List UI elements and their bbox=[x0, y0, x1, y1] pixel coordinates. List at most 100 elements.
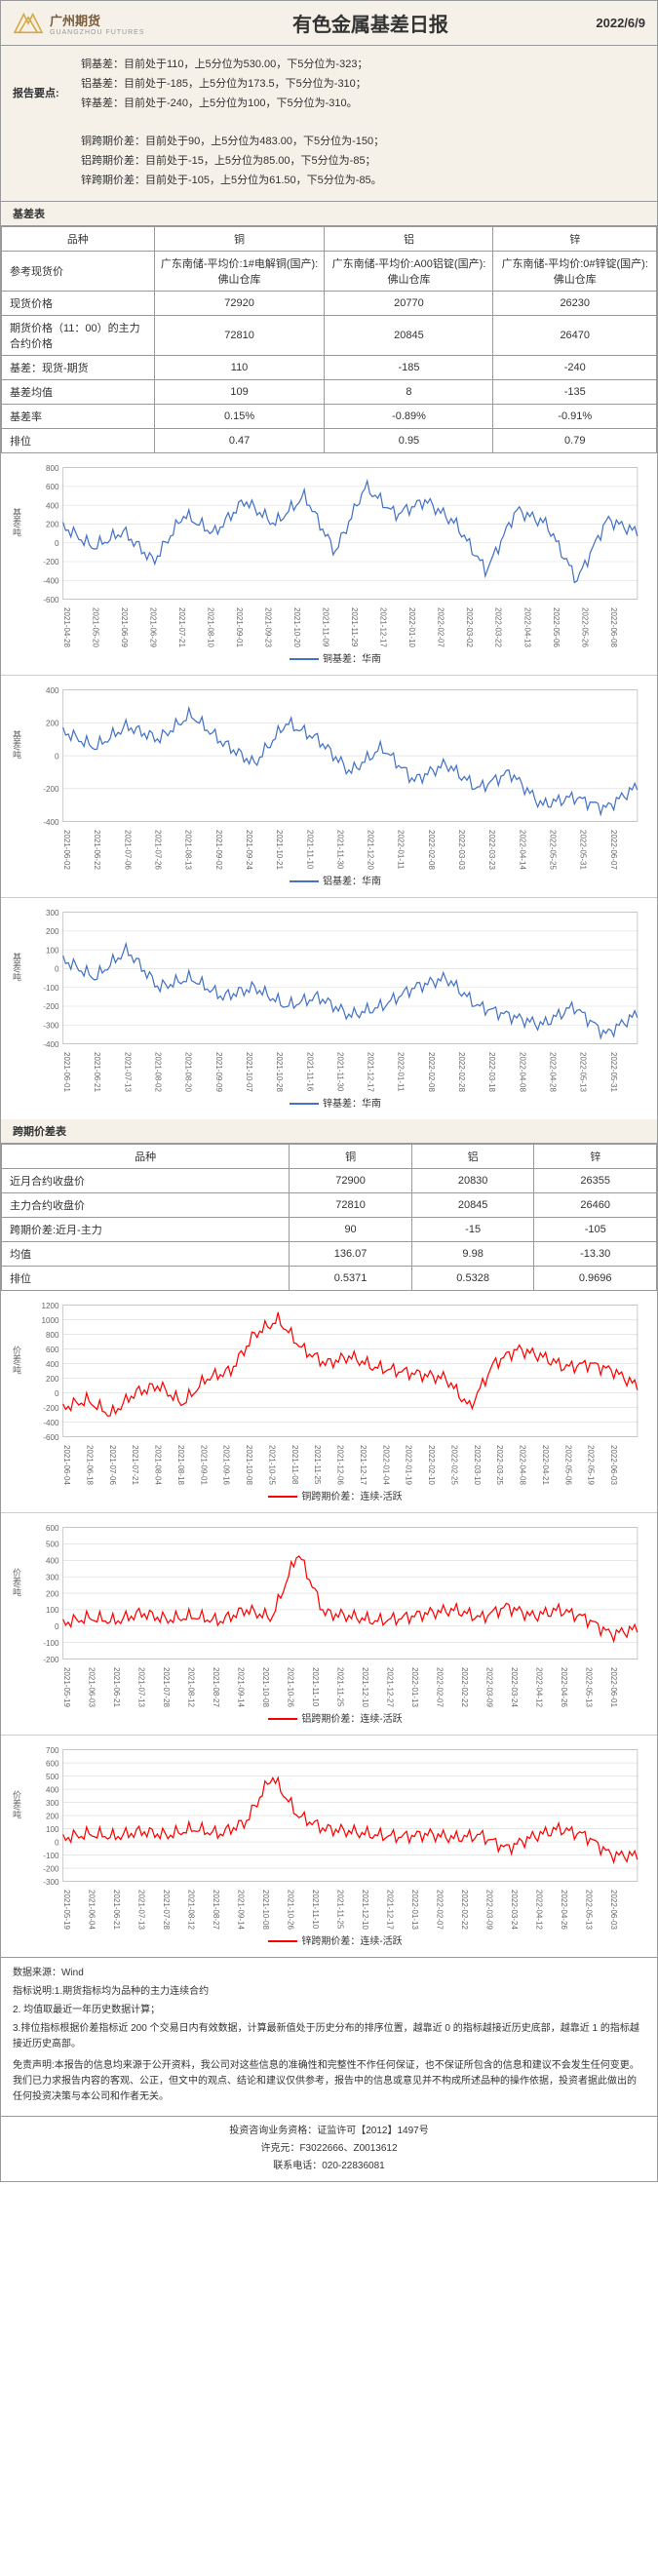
line-chart: -200-1000100200300400500600 bbox=[23, 1519, 647, 1665]
svg-text:500: 500 bbox=[46, 1771, 59, 1780]
svg-text:100: 100 bbox=[46, 1823, 59, 1833]
table-cell: 0.5328 bbox=[411, 1266, 534, 1290]
chart-legend: 铝跨期价差：连续-活跃 bbox=[23, 1708, 647, 1729]
table-cell: 20770 bbox=[325, 291, 493, 315]
x-tick-label: 2021-06-01 bbox=[62, 1052, 71, 1093]
svg-text:400: 400 bbox=[46, 1784, 59, 1794]
x-tick-label: 2021-05-19 bbox=[62, 1890, 71, 1931]
legend-swatch bbox=[268, 1940, 297, 1942]
kp-line: 铜基差：目前处于110，上5分位为530.00，下5分位为-323； bbox=[81, 56, 645, 75]
x-tick-label: 2022-02-22 bbox=[460, 1667, 469, 1708]
svg-text:200: 200 bbox=[46, 925, 59, 935]
x-tick-label: 2021-06-03 bbox=[88, 1667, 97, 1708]
x-axis-labels: 2021-04-282021-05-202021-06-092021-06-29… bbox=[23, 605, 647, 648]
x-tick-label: 2021-09-16 bbox=[222, 1445, 231, 1486]
keypoints-section: 报告要点: 铜基差：目前处于110，上5分位为530.00，下5分位为-323；… bbox=[1, 46, 657, 202]
x-tick-label: 2022-05-31 bbox=[609, 1052, 618, 1093]
legend-swatch bbox=[268, 1718, 297, 1720]
basis-table-label: 基差表 bbox=[1, 202, 657, 226]
table-header: 品种 bbox=[2, 226, 155, 251]
x-axis-labels: 2021-05-192021-06-042021-06-212021-07-13… bbox=[23, 1888, 647, 1931]
svg-text:1000: 1000 bbox=[42, 1314, 59, 1324]
table-cell: 26230 bbox=[493, 291, 657, 315]
x-tick-label: 2021-04-28 bbox=[62, 607, 71, 648]
x-tick-label: 2022-05-06 bbox=[563, 1445, 572, 1486]
x-tick-label: 2022-05-13 bbox=[585, 1890, 594, 1931]
x-tick-label: 2022-01-04 bbox=[381, 1445, 390, 1486]
chart-legend: 铜跨期价差：连续-活跃 bbox=[23, 1486, 647, 1506]
row-label: 基差率 bbox=[2, 404, 155, 428]
x-tick-label: 2021-10-20 bbox=[292, 607, 301, 648]
keypoints-label: 报告要点: bbox=[13, 56, 81, 191]
x-tick-label: 2021-11-25 bbox=[313, 1445, 322, 1486]
contact-analyst: 许克元：F3022666、Z0013612 bbox=[7, 2140, 651, 2158]
logo-icon bbox=[13, 10, 44, 37]
x-tick-label: 2022-04-21 bbox=[541, 1445, 550, 1486]
svg-text:200: 200 bbox=[46, 1588, 59, 1598]
table-cell: 0.15% bbox=[154, 404, 325, 428]
legend-text: 锌跨期价差：连续-活跃 bbox=[301, 1936, 402, 1947]
x-tick-label: 2021-09-09 bbox=[214, 1052, 223, 1093]
x-tick-label: 2021-09-14 bbox=[237, 1890, 246, 1931]
line-chart: -600-400-2000200400600800 bbox=[23, 459, 647, 605]
svg-text:600: 600 bbox=[46, 481, 59, 490]
kp-line: 锌跨期价差：目前处于-105，上5分位为61.50，下5分位为-85。 bbox=[81, 172, 645, 191]
keypoints-content: 铜基差：目前处于110，上5分位为530.00，下5分位为-323； 铝基差：目… bbox=[81, 56, 645, 191]
report-title: 有色金属基差日报 bbox=[292, 9, 448, 37]
table-cell: 26470 bbox=[493, 315, 657, 355]
x-tick-label: 2022-02-07 bbox=[437, 607, 445, 648]
x-tick-label: 2021-10-26 bbox=[287, 1667, 295, 1708]
x-tick-label: 2022-04-28 bbox=[549, 1052, 558, 1093]
svg-text:800: 800 bbox=[46, 1329, 59, 1339]
x-tick-label: 2021-07-26 bbox=[153, 830, 162, 871]
svg-text:400: 400 bbox=[46, 500, 59, 510]
y-axis-label: 基差/吨 bbox=[11, 508, 23, 669]
x-tick-label: 2022-06-03 bbox=[609, 1445, 618, 1486]
table-cell: 0.79 bbox=[493, 428, 657, 452]
x-tick-label: 2021-08-12 bbox=[187, 1667, 196, 1708]
x-tick-label: 2022-04-26 bbox=[560, 1890, 568, 1931]
x-tick-label: 2022-05-25 bbox=[549, 830, 558, 871]
x-tick-label: 2022-05-19 bbox=[587, 1445, 596, 1486]
chart-container: 价差/吨 -600-400-200020040060080010001200 2… bbox=[1, 1291, 657, 1513]
table-cell: 0.5371 bbox=[290, 1266, 412, 1290]
svg-text:-600: -600 bbox=[43, 594, 59, 604]
x-tick-label: 2021-12-27 bbox=[386, 1667, 395, 1708]
row-label: 现货价格 bbox=[2, 291, 155, 315]
x-tick-label: 2022-03-09 bbox=[485, 1667, 494, 1708]
report-date: 2022/6/9 bbox=[596, 16, 645, 30]
spread-table-label: 跨期价差表 bbox=[1, 1119, 657, 1144]
x-tick-label: 2022-04-12 bbox=[535, 1667, 544, 1708]
kp-line: 铝基差：目前处于-185，上5分位为173.5，下5分位为-310； bbox=[81, 75, 645, 95]
x-axis-labels: 2021-06-022021-06-222021-07-062021-07-26… bbox=[23, 828, 647, 871]
row-label: 排位 bbox=[2, 428, 155, 452]
svg-text:-400: -400 bbox=[43, 1417, 59, 1426]
x-tick-label: 2022-04-08 bbox=[518, 1052, 526, 1093]
table-cell: 广东南储-平均价:1#电解铜(国产):佛山仓库 bbox=[154, 251, 325, 291]
table-header: 铝 bbox=[411, 1144, 534, 1168]
table-cell: 136.07 bbox=[290, 1241, 412, 1266]
x-tick-label: 2022-03-22 bbox=[494, 607, 503, 648]
row-label: 参考现货价 bbox=[2, 251, 155, 291]
x-tick-label: 2021-07-13 bbox=[123, 1052, 132, 1093]
table-row: 主力合约收盘价728102084526460 bbox=[2, 1192, 657, 1217]
table-cell: 20845 bbox=[411, 1192, 534, 1217]
contact-block: 投资咨询业务资格：证监许可【2012】1497号 许克元：F3022666、Z0… bbox=[1, 2116, 657, 2181]
x-tick-label: 2022-01-10 bbox=[407, 607, 416, 648]
x-tick-label: 2022-03-09 bbox=[485, 1890, 494, 1931]
table-row: 现货价格729202077026230 bbox=[2, 291, 657, 315]
x-axis-labels: 2021-06-042021-06-182021-07-062021-07-21… bbox=[23, 1443, 647, 1486]
x-tick-label: 2021-08-04 bbox=[154, 1445, 163, 1486]
table-cell: 72900 bbox=[290, 1168, 412, 1192]
table-cell: -135 bbox=[493, 379, 657, 404]
x-tick-label: 2022-06-01 bbox=[609, 1667, 618, 1708]
x-tick-label: 2022-03-02 bbox=[465, 607, 474, 648]
x-tick-label: 2021-10-07 bbox=[245, 1052, 253, 1093]
table-header: 铝 bbox=[325, 226, 493, 251]
x-tick-label: 2021-11-30 bbox=[335, 1052, 344, 1093]
svg-text:-100: -100 bbox=[43, 1637, 59, 1647]
x-tick-label: 2022-02-07 bbox=[436, 1667, 445, 1708]
table-cell: 0.47 bbox=[154, 428, 325, 452]
svg-text:700: 700 bbox=[46, 1744, 59, 1754]
disclaimer-label: 免责声明: bbox=[13, 2060, 55, 2071]
